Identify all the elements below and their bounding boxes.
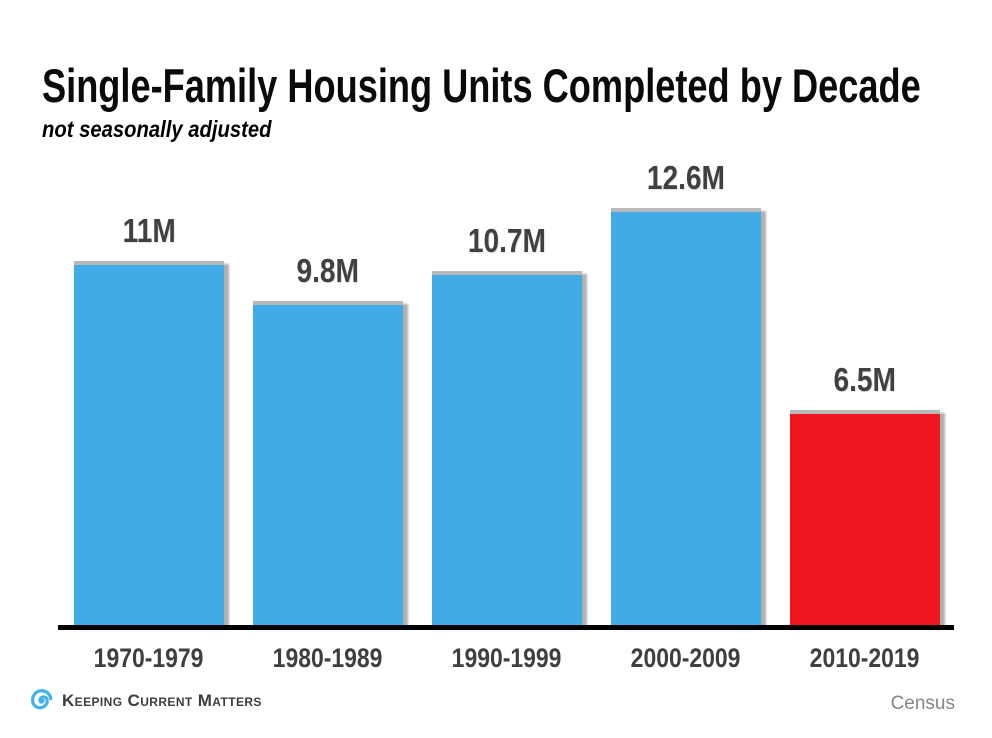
bar-category-label: 2000-2009 [631, 643, 741, 673]
bar [432, 271, 582, 625]
bar-value-label: 11M [122, 212, 176, 249]
bar [611, 208, 761, 625]
bar-category-label: 1990-1999 [452, 643, 562, 673]
bar-value-label: 10.7M [468, 222, 546, 259]
swirl-icon [28, 687, 55, 714]
brand-name: Keeping Current Matters [62, 690, 262, 710]
brand-logo: Keeping Current Matters [28, 687, 262, 714]
bar [253, 301, 403, 625]
bar-category-label: 2010-2019 [810, 643, 920, 673]
bar-value-label: 9.8M [296, 252, 360, 289]
source-label: Census [890, 693, 955, 714]
chart-subtitle: not seasonally adjusted [42, 116, 272, 142]
bar [790, 410, 940, 625]
bar-category-label: 1980-1989 [273, 643, 383, 673]
bar-value-label: 6.5M [833, 361, 897, 398]
bar-value-label: 12.6M [647, 159, 725, 196]
chart-title: Single-Family Housing Units Completed by… [42, 59, 921, 112]
bar-category-label: 1970-1979 [94, 643, 204, 673]
x-axis-line [58, 625, 954, 630]
bar [74, 261, 224, 625]
